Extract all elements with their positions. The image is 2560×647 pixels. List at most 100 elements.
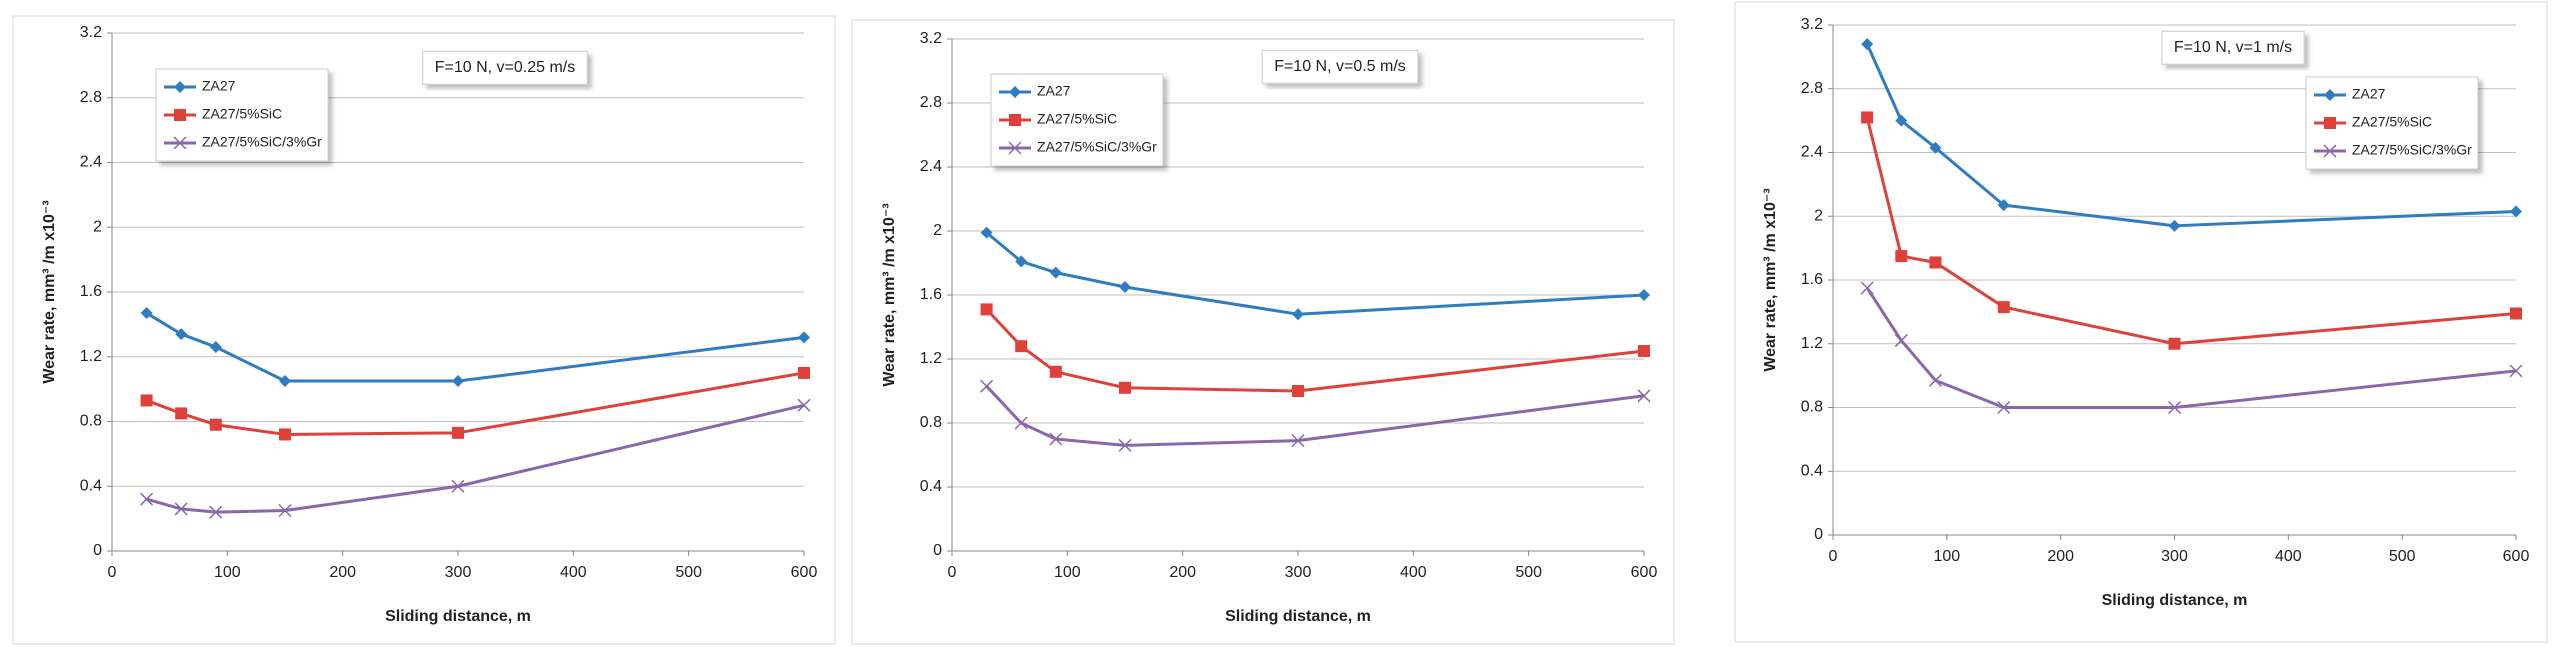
data-point bbox=[1929, 256, 1942, 269]
data-point bbox=[279, 428, 291, 441]
legend-label: ZA27/5%SiC bbox=[1037, 111, 1117, 127]
x-tick-label: 400 bbox=[1400, 564, 1427, 581]
annotation: F=10 N, v=1 m/s bbox=[2174, 39, 2292, 56]
chart-panel: 0 0.4 0.8 1.2 1.6 2 2.4 2.8 3.2 0 100 200 300 400 500 6… bbox=[1734, 1, 2548, 643]
x-axis-title: Sliding distance, m bbox=[1225, 608, 1371, 625]
legend-marker bbox=[1009, 86, 1021, 98]
x-tick-label: 300 bbox=[1285, 564, 1312, 581]
data-point bbox=[1119, 281, 1131, 293]
data-point bbox=[451, 479, 465, 493]
data-point bbox=[798, 331, 810, 344]
chart-panel: 0 0.4 0.8 1.2 1.6 2 2.4 2.8 3.2 0 100 200 300 400 500 6… bbox=[12, 15, 836, 645]
y-axis-title: Wear rate, mm³ /m x10⁻³ bbox=[881, 203, 898, 386]
x-tick-label: 500 bbox=[2389, 548, 2416, 565]
panel-frame bbox=[12, 15, 836, 645]
legend-label: ZA27/5%SiC/3%Gr bbox=[202, 134, 322, 150]
x-tick-label: 0 bbox=[948, 564, 957, 581]
x-tick-label: 200 bbox=[2047, 548, 2074, 565]
legend-marker bbox=[173, 136, 187, 150]
data-point bbox=[140, 492, 154, 506]
data-point bbox=[452, 426, 464, 439]
data-point bbox=[1292, 308, 1304, 321]
x-tick-label: 0 bbox=[108, 564, 117, 581]
legend-marker bbox=[2324, 117, 2336, 129]
y-tick-label: 0.4 bbox=[80, 477, 102, 494]
series-line bbox=[1865, 43, 2517, 228]
data-point bbox=[2510, 307, 2522, 320]
y-tick-label: 1.6 bbox=[80, 283, 102, 300]
y-tick-label: 2 bbox=[1814, 207, 1823, 224]
data-point bbox=[1895, 250, 1908, 263]
data-point bbox=[1292, 385, 1304, 397]
annotation-box bbox=[422, 50, 588, 85]
y-tick-label: 0.8 bbox=[80, 413, 102, 430]
series-line bbox=[985, 308, 1645, 393]
y-tick-label: 3.2 bbox=[80, 24, 102, 41]
y-tick-label: 1.6 bbox=[1801, 271, 1823, 288]
data-point bbox=[1894, 334, 1908, 348]
legend-marker bbox=[2324, 89, 2336, 101]
y-tick-label: 2 bbox=[93, 218, 102, 235]
y-tick-label: 0 bbox=[933, 542, 942, 559]
data-point bbox=[2168, 219, 2181, 232]
y-tick-label: 1.6 bbox=[920, 286, 942, 303]
x-axis-title: Sliding distance, m bbox=[2102, 592, 2248, 609]
y-tick-label: 3.2 bbox=[1801, 16, 1823, 33]
data-point bbox=[2510, 205, 2522, 218]
annotation: F=10 N, v=0.25 m/s bbox=[435, 59, 576, 76]
legend-label: ZA27 bbox=[2352, 86, 2386, 102]
y-tick-label: 2.4 bbox=[920, 158, 942, 175]
data-point bbox=[1014, 416, 1028, 430]
annotation: F=10 N, v=0.5 m/s bbox=[1274, 58, 1406, 75]
y-tick-label: 0.4 bbox=[920, 478, 942, 495]
data-point bbox=[2509, 364, 2523, 378]
y-axis-title: Wear rate, mm³ /m x10⁻³ bbox=[1762, 188, 1779, 371]
data-point bbox=[140, 394, 153, 407]
data-point bbox=[278, 504, 292, 518]
data-point bbox=[1860, 281, 1874, 295]
data-point bbox=[1049, 432, 1063, 446]
series-line bbox=[1865, 287, 2517, 409]
data-point bbox=[209, 505, 223, 519]
data-point bbox=[980, 226, 993, 239]
y-tick-label: 0 bbox=[93, 542, 102, 559]
x-tick-label: 100 bbox=[1054, 564, 1081, 581]
x-tick-label: 600 bbox=[2503, 548, 2530, 565]
x-tick-label: 600 bbox=[1631, 564, 1658, 581]
data-point bbox=[279, 375, 291, 388]
data-point bbox=[1118, 438, 1132, 452]
legend-marker bbox=[1008, 141, 1022, 155]
data-point bbox=[1638, 289, 1650, 301]
y-tick-label: 2.8 bbox=[1801, 80, 1823, 97]
x-axis-title: Sliding distance, m bbox=[385, 608, 531, 625]
x-tick-label: 200 bbox=[329, 564, 356, 581]
legend-marker bbox=[1009, 114, 1021, 126]
y-tick-label: 2.8 bbox=[920, 94, 942, 111]
series-line bbox=[145, 311, 805, 383]
x-tick-label: 200 bbox=[1169, 564, 1196, 581]
data-point bbox=[1119, 381, 1131, 394]
legend-label: ZA27 bbox=[202, 78, 236, 94]
data-point bbox=[1049, 365, 1062, 378]
y-tick-label: 2 bbox=[933, 222, 942, 239]
legend-marker bbox=[174, 81, 186, 93]
data-point bbox=[2167, 400, 2182, 415]
y-tick-label: 0.8 bbox=[1801, 399, 1823, 416]
x-tick-label: 400 bbox=[560, 564, 587, 581]
series-line bbox=[146, 403, 805, 514]
y-tick-label: 0.8 bbox=[920, 414, 942, 431]
data-point bbox=[797, 398, 811, 412]
x-tick-label: 400 bbox=[2275, 548, 2302, 565]
data-point bbox=[174, 502, 188, 516]
data-point bbox=[1895, 114, 1908, 127]
data-point bbox=[140, 307, 153, 320]
data-point bbox=[1928, 373, 1942, 387]
data-point bbox=[1638, 345, 1650, 357]
y-tick-label: 3.2 bbox=[920, 30, 942, 47]
data-point bbox=[1997, 400, 2011, 415]
data-point bbox=[1997, 199, 2010, 212]
legend-marker bbox=[2323, 144, 2337, 158]
y-axis-title: Wear rate, mm³ /m x10⁻³ bbox=[41, 200, 58, 383]
data-point bbox=[1997, 301, 2010, 314]
y-tick-label: 0.4 bbox=[1801, 462, 1823, 479]
